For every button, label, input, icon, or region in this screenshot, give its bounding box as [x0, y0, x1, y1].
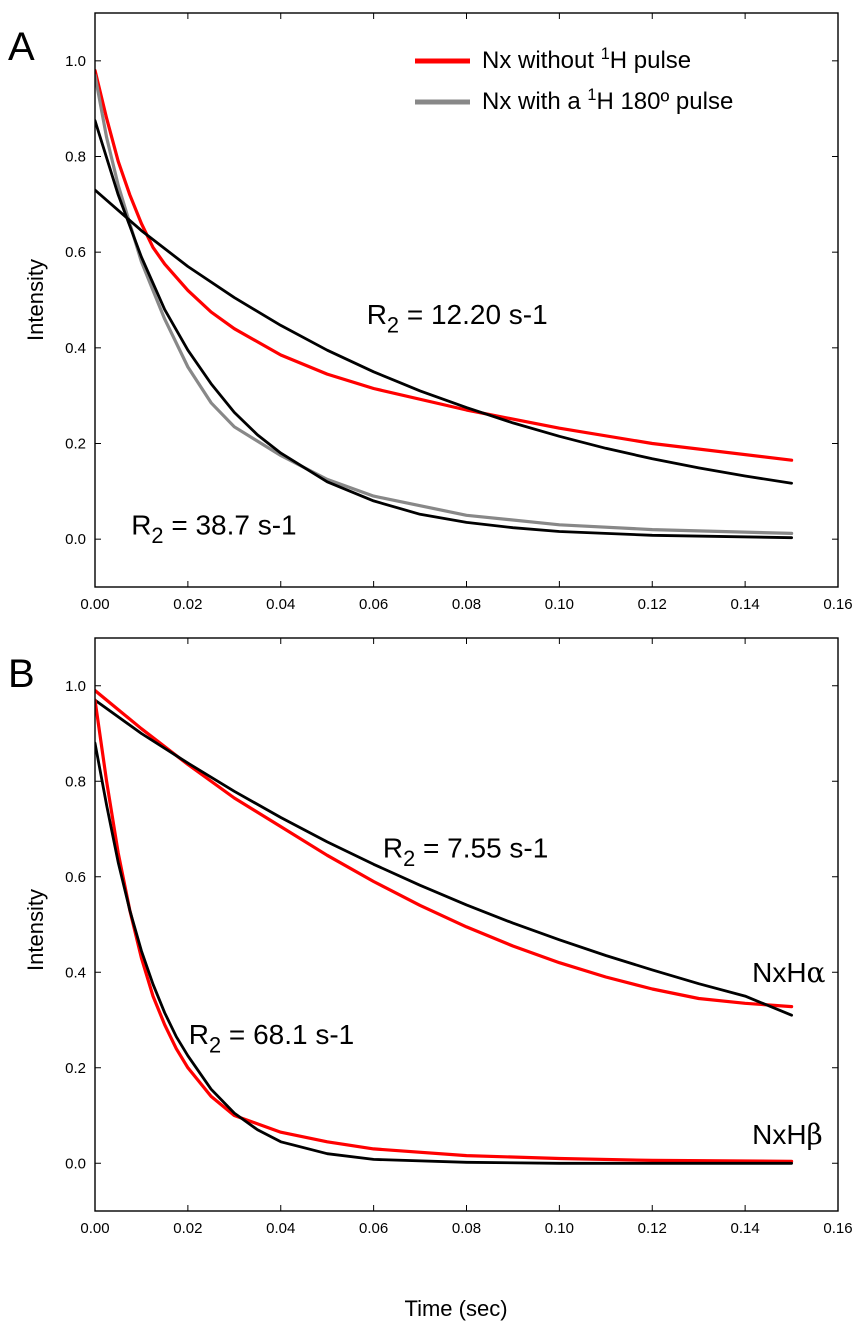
- panel-b-annotation-0-rest: = 7.55 s-1: [415, 833, 548, 864]
- panel-a-ytick-label: 0.0: [65, 531, 86, 548]
- panel-a-series-group: [95, 68, 794, 540]
- panel-a-ytick-label: 0.6: [65, 244, 86, 261]
- panel-a-xtick-label: 0.12: [638, 596, 667, 613]
- panel-a-legend-label-1-main: Nx with a: [482, 88, 587, 115]
- panel-b: B 0.00 0.02 0.04 0.06 0.08 0.10 0.12 0.14 0.160.…: [8, 637, 853, 1321]
- panel-a-legend-label-1-sup: 1: [587, 86, 596, 104]
- panel-a-ytick-label: 1.0: [65, 53, 86, 70]
- panel-b-annotation-2: NxHα: [752, 956, 825, 989]
- panel-a-annotation-1-rest: = 38.7 s-1: [164, 509, 297, 540]
- panel-a-legend-label-0-main: Nx without: [482, 47, 601, 74]
- panel-b-annotation-3-greek: β: [807, 1118, 823, 1151]
- panel-a-annotation-1-sub: 2: [151, 523, 163, 548]
- panel-b-letter: B: [8, 652, 35, 696]
- panel-a-series-2-line: [95, 188, 793, 485]
- panel-b-ytick-label: 1.0: [65, 678, 86, 695]
- panel-a-xtick-label: 0.08: [452, 596, 481, 613]
- panel-a-legend-label-0-rest: H pulse: [610, 47, 691, 74]
- panel-a-annotation-0-main: R: [367, 299, 387, 330]
- panel-a-plot: 0.00 0.02 0.04 0.06 0.08 0.10 0.12 0.14 0.16 0.0 0…: [65, 12, 853, 613]
- panel-a-series-3-line: [95, 119, 793, 540]
- panel-b-annotation-1: R2 = 68.1 s-1: [189, 1019, 354, 1057]
- panel-b-ytick-label: 0.2: [65, 1060, 86, 1077]
- panel-b-xtick-label: 0.06: [359, 1220, 388, 1237]
- panel-b-ytick-label: 0.6: [65, 869, 86, 886]
- panel-b-series-1-line: [95, 698, 793, 1017]
- panel-a-legend-label-1: Nx with a 1H 180º pulse: [482, 86, 733, 115]
- panel-a-xtick-label: 0.10: [545, 596, 574, 613]
- panel-a-annotation-1-main: R: [131, 509, 151, 540]
- panel-a-xtick-label: 0.16: [823, 596, 852, 613]
- panel-b-annotation-0: R2 = 7.55 s-1: [383, 833, 548, 871]
- panel-b-xtick-label: 0.10: [545, 1220, 574, 1237]
- panel-b-plot: 0.00 0.02 0.04 0.06 0.08 0.10 0.12 0.14 0.16 0.0 0…: [65, 637, 853, 1237]
- panel-a-legend-label-1-rest: H 180º pulse: [596, 88, 733, 115]
- panel-b-annotation-1-sub: 2: [209, 1032, 221, 1057]
- panel-a-annotation-0-rest: = 12.20 s-1: [399, 299, 548, 330]
- panel-a-ytick-label: 0.4: [65, 340, 86, 357]
- panel-a: A 0.00 0.02 0.04 0.06 0.08 0.10 0.12 0.14 0.160.…: [8, 12, 853, 613]
- panel-b-annotation-3: NxHβ: [752, 1118, 823, 1151]
- panel-a-legend-label-0: Nx without 1H pulse: [482, 45, 691, 74]
- panel-a-ytick-label: 0.8: [65, 149, 86, 166]
- panel-b-xlabel: Time (sec): [404, 1296, 507, 1321]
- panel-b-ytick-label: 0.4: [65, 964, 86, 981]
- panel-b-xtick-label: 0.02: [173, 1220, 202, 1237]
- panel-b-xtick-label: 0.14: [731, 1220, 760, 1237]
- panel-a-xtick-label: 0.00: [80, 596, 109, 613]
- panel-b-xtick-label: 0.08: [452, 1220, 481, 1237]
- panel-b-ytick-label: 0.0: [65, 1155, 86, 1172]
- panel-a-ytick-label: 0.2: [65, 436, 86, 453]
- panel-a-ylabel: Intensity: [23, 259, 48, 341]
- panel-a-xtick-label: 0.04: [266, 596, 295, 613]
- panel-b-xtick-label: 0.12: [638, 1220, 667, 1237]
- panel-b-annotation-2-greek: α: [807, 956, 826, 989]
- panel-b-xtick-label: 0.00: [80, 1220, 109, 1237]
- panel-a-series-1-line: [95, 73, 794, 535]
- panel-b-xtick-label: 0.16: [823, 1220, 852, 1237]
- panel-b-series-3-line: [95, 741, 793, 1165]
- panel-a-legend-label-0-sup: 1: [601, 45, 610, 63]
- panel-b-ytick-label: 0.8: [65, 773, 86, 790]
- panel-a-xtick-label: 0.02: [173, 596, 202, 613]
- panel-b-ylabel: Intensity: [23, 889, 48, 971]
- panel-a-letter: A: [8, 25, 35, 69]
- panel-a-annotation-1: R2 = 38.7 s-1: [131, 509, 296, 547]
- panel-a-xtick-label: 0.14: [731, 596, 760, 613]
- panel-a-annotation-0-sub: 2: [387, 312, 399, 337]
- panel-a-xtick-label: 0.06: [359, 596, 388, 613]
- panel-b-annotation-3-main: NxH: [752, 1119, 806, 1150]
- panel-b-annotation-2-main: NxH: [752, 957, 806, 988]
- panel-b-annotation-0-sub: 2: [403, 846, 415, 871]
- panel-a-annotation-0: R2 = 12.20 s-1: [367, 299, 548, 337]
- panel-b-annotation-0-main: R: [383, 833, 403, 864]
- panel-b-xtick-label: 0.04: [266, 1220, 295, 1237]
- panel-b-annotation-1-rest: = 68.1 s-1: [221, 1019, 354, 1050]
- panel-b-annotation-1-main: R: [189, 1019, 209, 1050]
- panel-a-series-0-line: [95, 68, 794, 462]
- panel-b-series-group: [95, 688, 794, 1165]
